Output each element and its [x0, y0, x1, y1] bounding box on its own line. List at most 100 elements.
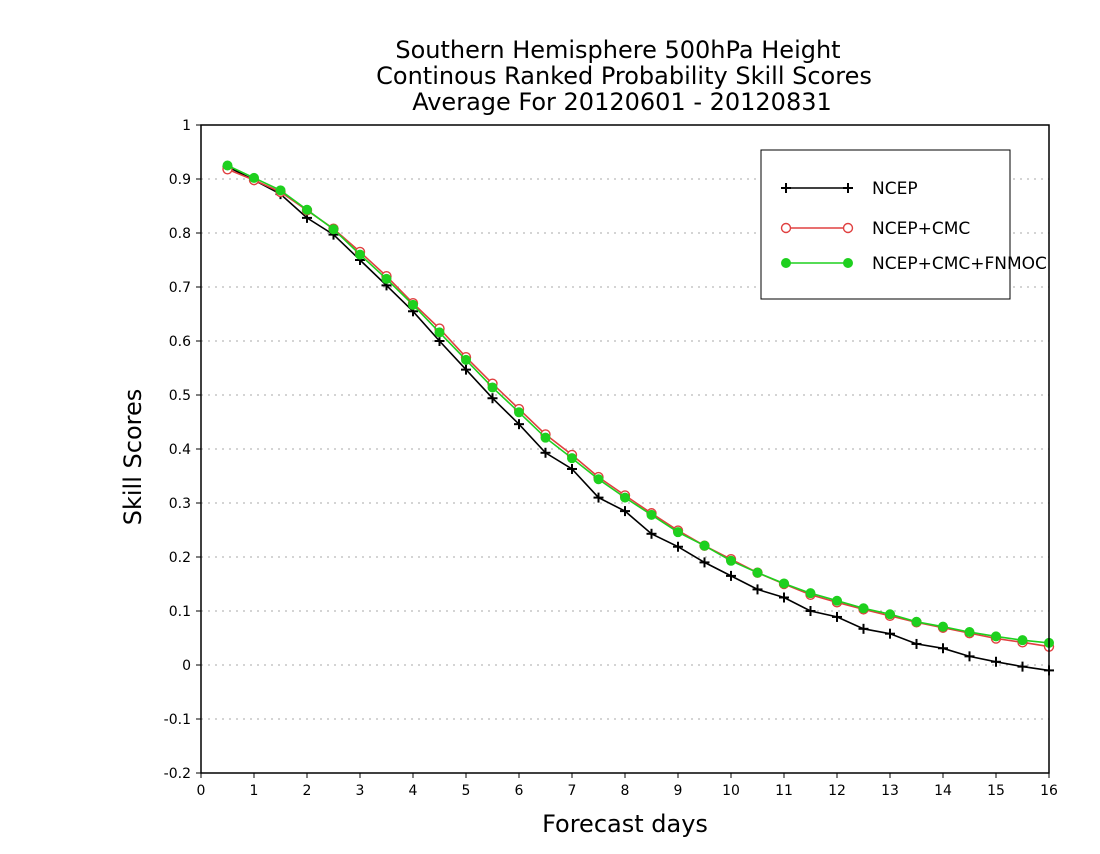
data-point-ncep-20 — [752, 584, 763, 595]
x-tick-label: 10 — [722, 783, 740, 799]
series-layer — [222, 160, 1055, 676]
y-tick-label: 0.7 — [169, 280, 191, 296]
data-point-ncep-19 — [726, 570, 736, 581]
legend-marker-start-ncep — [781, 183, 791, 193]
y-tick-label: 0.9 — [169, 172, 191, 188]
chart-title-line-3: Average For 20120601 - 20120831 — [412, 88, 832, 116]
y-tick-label: -0.1 — [164, 712, 191, 728]
y-tick-label: 0 — [182, 658, 191, 674]
data-point-ncep-cmc-fnmoc-21 — [779, 578, 789, 589]
x-tick-label: 8 — [621, 783, 630, 799]
x-tick-label: 3 — [356, 783, 365, 799]
data-point-ncep-25 — [885, 628, 895, 639]
chart-title-line-2: Continous Ranked Probability Skill Score… — [376, 62, 872, 90]
data-point-ncep-8 — [434, 336, 445, 346]
x-tick-label: 0 — [197, 783, 206, 799]
legend-entry-ncep-cmc: NCEP+CMC — [780, 219, 970, 239]
y-axis-label: Skill Scores — [119, 389, 147, 526]
x-tick-label: 6 — [515, 783, 524, 799]
data-point-ncep-cmc-fnmoc-12 — [540, 432, 551, 443]
legend-entry-ncep: NCEP — [781, 179, 918, 199]
data-point-ncep-9 — [461, 364, 471, 375]
legend-label-ncep: NCEP — [872, 179, 918, 199]
data-point-ncep-21 — [779, 592, 789, 603]
x-tick-label: 4 — [409, 783, 418, 799]
data-point-ncep-14 — [593, 492, 604, 503]
data-point-ncep-cmc-fnmoc-13 — [567, 453, 577, 464]
legend-label-ncep-cmc: NCEP+CMC — [872, 219, 970, 239]
data-point-ncep-cmc-fnmoc-3 — [302, 204, 312, 215]
x-tick-label: 9 — [674, 783, 683, 799]
x-tick-label: 12 — [828, 783, 846, 799]
data-point-ncep-cmc-fnmoc-6 — [381, 273, 392, 284]
data-point-ncep-cmc-fnmoc-2 — [275, 185, 286, 196]
data-point-ncep-cmc-fnmoc-10 — [487, 382, 498, 393]
data-point-ncep-cmc-fnmoc-24 — [858, 603, 869, 614]
grid-lines — [201, 178, 1049, 720]
data-point-ncep-cmc-fnmoc-23 — [832, 595, 842, 606]
x-tick-label: 5 — [462, 783, 471, 799]
data-point-ncep-cmc-fnmoc-22 — [805, 588, 816, 599]
data-point-ncep-cmc-fnmoc-11 — [514, 407, 524, 418]
data-point-ncep-cmc-fnmoc-4 — [328, 224, 339, 235]
chart-title-line-1: Southern Hemisphere 500hPa Height — [395, 36, 840, 64]
legend-box — [760, 149, 1011, 300]
data-point-ncep-cmc-fnmoc-7 — [408, 299, 418, 310]
legend-marker-end-ncep — [843, 183, 853, 193]
legend-entry-ncep-cmc-fnmoc: NCEP+CMC+FNMOC — [781, 254, 1047, 274]
data-point-ncep-cmc-fnmoc-26 — [911, 616, 922, 627]
data-point-ncep-cmc-fnmoc-5 — [355, 249, 365, 260]
data-point-ncep-29 — [991, 656, 1001, 667]
y-tick-label: 0.2 — [169, 550, 191, 566]
data-point-ncep-cmc-fnmoc-17 — [673, 527, 683, 538]
y-tick-label: 0.6 — [169, 334, 191, 350]
legend-marker-start-ncep-cmc — [780, 222, 792, 234]
data-point-ncep-24 — [858, 623, 869, 634]
data-point-ncep-18 — [699, 557, 710, 568]
data-point-ncep-28 — [964, 651, 975, 662]
data-point-ncep-cmc-fnmoc-14 — [593, 474, 604, 485]
y-tick-label: 1 — [182, 118, 191, 134]
data-point-ncep-cmc-fnmoc-16 — [646, 509, 657, 520]
series-ncep-cmc-fnmoc — [222, 160, 1054, 648]
data-point-ncep-cmc-fnmoc-27 — [938, 621, 948, 632]
x-tick-label: 7 — [568, 783, 577, 799]
data-point-ncep-cmc-fnmoc-0 — [222, 160, 233, 171]
data-point-ncep-cmc-fnmoc-29 — [991, 631, 1001, 642]
series-line-ncep — [227, 165, 1050, 672]
data-point-ncep-cmc-fnmoc-25 — [885, 609, 895, 620]
data-point-ncep-15 — [620, 506, 630, 517]
legend-marker-start-ncep-cmc-fnmoc — [781, 258, 791, 268]
data-point-ncep-16 — [646, 528, 657, 539]
axis-ticks: -0.2-0.100.10.20.30.40.50.60.70.80.910 1 2… — [164, 118, 1058, 799]
x-tick-label: 14 — [934, 783, 952, 799]
data-point-ncep-12 — [540, 447, 551, 458]
x-tick-label: 16 — [1040, 783, 1058, 799]
data-point-ncep-27 — [938, 643, 948, 654]
data-point-ncep-10 — [487, 393, 498, 404]
data-point-ncep-22 — [805, 606, 816, 616]
y-tick-label: 0.1 — [169, 604, 191, 620]
data-point-ncep-13 — [567, 463, 577, 474]
data-point-ncep-cmc-fnmoc-15 — [620, 492, 630, 503]
data-point-ncep-cmc-fnmoc-19 — [726, 555, 736, 566]
y-tick-label: 0.4 — [169, 442, 191, 458]
data-point-ncep-cmc-fnmoc-9 — [461, 354, 471, 365]
legend: NCEP NCEP+CMC NCEP+CMC+FNMOC — [760, 149, 1047, 300]
legend-marker-end-ncep-cmc-fnmoc — [843, 258, 853, 268]
series-ncep — [222, 161, 1054, 676]
data-point-ncep-17 — [673, 541, 683, 552]
data-point-ncep-cmc-fnmoc-30 — [1017, 635, 1028, 646]
y-tick-label: 0.5 — [169, 388, 191, 404]
data-point-ncep-23 — [832, 611, 842, 622]
legend-label-ncep-cmc-fnmoc: NCEP+CMC+FNMOC — [872, 254, 1047, 274]
data-point-ncep-cmc-fnmoc-28 — [964, 627, 975, 638]
data-point-ncep-11 — [514, 419, 524, 430]
x-axis-label: Forecast days — [542, 810, 708, 838]
data-point-ncep-30 — [1017, 661, 1028, 672]
y-tick-label: 0.8 — [169, 226, 191, 242]
x-tick-label: 13 — [881, 783, 899, 799]
y-tick-label: -0.2 — [164, 766, 191, 782]
